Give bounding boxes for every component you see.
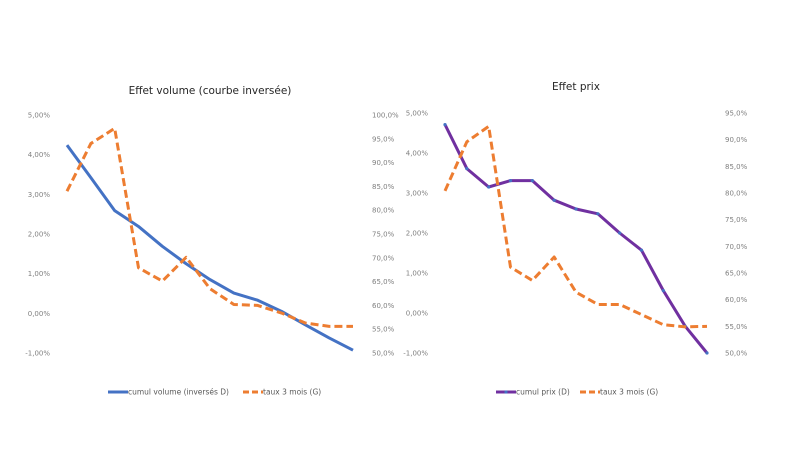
data-point <box>705 351 709 355</box>
y-left-tick-label: 3,00% <box>28 191 51 199</box>
y-left-tick-label: -1,00% <box>403 350 428 358</box>
legend-label: cumul prix (D) <box>516 388 570 397</box>
y-left-tick-label: 5,00% <box>406 110 429 118</box>
series-line-prix <box>443 123 709 354</box>
y-right-tick-label: 80,0% <box>725 190 748 198</box>
y-right-tick-label: 100,0% <box>372 112 399 120</box>
y-right-tick-label: 55,0% <box>372 326 395 334</box>
y-right-tick-label: 90,0% <box>725 136 748 144</box>
y-right-tick-label: 70,0% <box>725 243 748 251</box>
y-right-tick-label: 55,0% <box>725 323 748 331</box>
y-left-tick-label: 0,00% <box>406 310 429 318</box>
y-right-tick-label: 75,0% <box>725 216 748 224</box>
y-right-tick-label: 95,0% <box>725 110 748 118</box>
y-right-tick-label: 85,0% <box>725 163 748 171</box>
series-line-taux <box>65 126 353 328</box>
y-right-tick-label: 70,0% <box>372 254 395 262</box>
y-right-tick-label: 90,0% <box>372 159 395 167</box>
chart-effet-prix: Effet prix 5,00% 4,00% 3,00% 2,00% 1,00% 0,00%… <box>403 81 747 397</box>
y-left-tick-label: 1,00% <box>28 270 51 278</box>
data-point <box>574 207 578 211</box>
data-point <box>596 212 600 216</box>
y-right-tick-label: 95,0% <box>372 135 395 143</box>
legend-marker <box>504 390 508 394</box>
data-point <box>443 123 447 127</box>
y-right-tick-label: 65,0% <box>372 278 395 286</box>
y-left-tick-label: 2,00% <box>28 231 51 239</box>
y-left-tick-label: 1,00% <box>406 270 429 278</box>
y-right-tick-label: 50,0% <box>372 350 395 358</box>
y-left-tick-label: 4,00% <box>406 150 429 158</box>
y-right-tick-label: 60,0% <box>372 302 395 310</box>
legend-label: taux 3 mois (G) <box>600 388 658 397</box>
y-right-tick-label: 80,0% <box>372 207 395 215</box>
legend-label: cumul volume (inversés D) <box>128 388 229 397</box>
data-point <box>530 179 534 183</box>
data-point <box>639 248 644 252</box>
y-right-tick-label: 50,0% <box>725 350 748 358</box>
chart-effet-volume: Effet volume (courbe inversée) 5,00% 4,00%… <box>25 85 399 397</box>
chart-title: Effet prix <box>552 81 600 93</box>
y-right-tick-label: 60,0% <box>725 296 748 304</box>
data-point <box>552 198 556 202</box>
chart-title: Effet volume (courbe inversée) <box>129 85 292 97</box>
y-right-tick-label: 65,0% <box>725 270 748 278</box>
y-left-tick-label: 5,00% <box>28 112 51 120</box>
series-line-volume <box>65 144 354 352</box>
y-left-tick-label: 2,00% <box>406 230 429 238</box>
y-right-tick-label: 85,0% <box>372 183 395 191</box>
data-point <box>465 167 469 171</box>
y-right-tick-label: 75,0% <box>372 231 395 239</box>
data-point <box>618 231 622 235</box>
data-point <box>661 289 665 293</box>
data-point <box>487 185 491 189</box>
y-left-tick-label: -1,00% <box>25 350 50 358</box>
legend-label: taux 3 mois (G) <box>263 388 321 397</box>
y-left-tick-label: 3,00% <box>406 190 429 198</box>
y-left-tick-label: 0,00% <box>28 310 51 318</box>
data-point <box>508 179 513 183</box>
y-left-tick-label: 4,00% <box>28 151 51 159</box>
